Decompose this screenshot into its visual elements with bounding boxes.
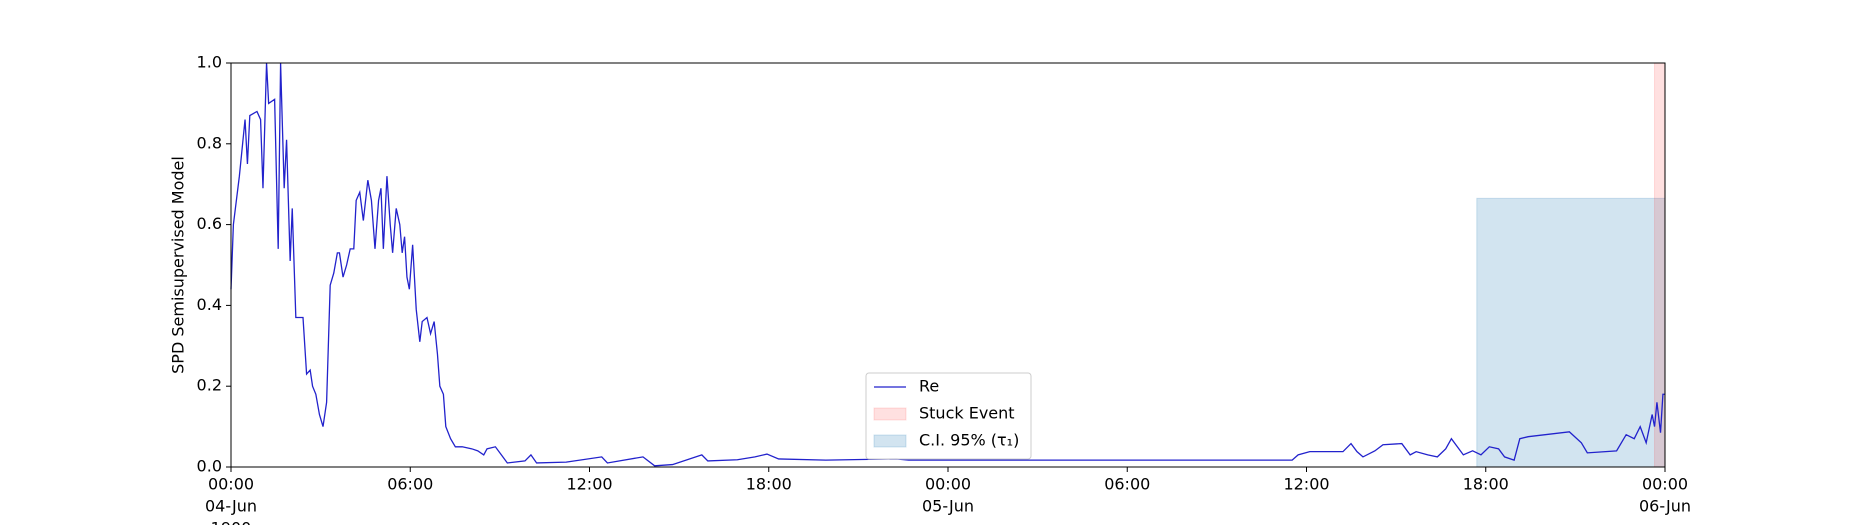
x-tick-label: 18:00 (1463, 475, 1509, 494)
x-tick-label: 00:00 (1642, 475, 1688, 494)
x-date-label: 05-Jun (922, 497, 974, 516)
x-tick-label: 12:00 (1283, 475, 1329, 494)
x-date-label: 06-Jun (1639, 497, 1691, 516)
x-tick-label: 00:00 (925, 475, 971, 494)
y-tick-label: 0.0 (197, 457, 222, 476)
x-year-label: 1900 (211, 519, 252, 525)
legend-box (865, 372, 1032, 460)
legend-label: Re (919, 377, 939, 396)
x-date-label: 04-Jun (205, 497, 257, 516)
x-tick-label: 18:00 (746, 475, 792, 494)
x-tick-label: 06:00 (1104, 475, 1150, 494)
legend-swatch (873, 407, 907, 421)
y-axis-label: SPD Semisupervised Model (169, 156, 188, 374)
y-tick-label: 0.6 (197, 214, 222, 233)
line (230, 62, 1665, 467)
y-tick-label: 0.4 (197, 295, 222, 314)
legend-label: C.I. 95% (τ₁) (919, 431, 1019, 450)
legend-label: Stuck Event (919, 404, 1015, 423)
y-tick-label: 0.8 (197, 133, 222, 152)
y-tick-label: 1.0 (197, 53, 222, 72)
x-tick-label: 12:00 (566, 475, 612, 494)
x-tick-label: 00:00 (208, 475, 254, 494)
legend-swatch (873, 434, 907, 448)
x-tick-label: 06:00 (387, 475, 433, 494)
y-tick-label: 0.2 (197, 376, 222, 395)
span (1476, 197, 1666, 468)
